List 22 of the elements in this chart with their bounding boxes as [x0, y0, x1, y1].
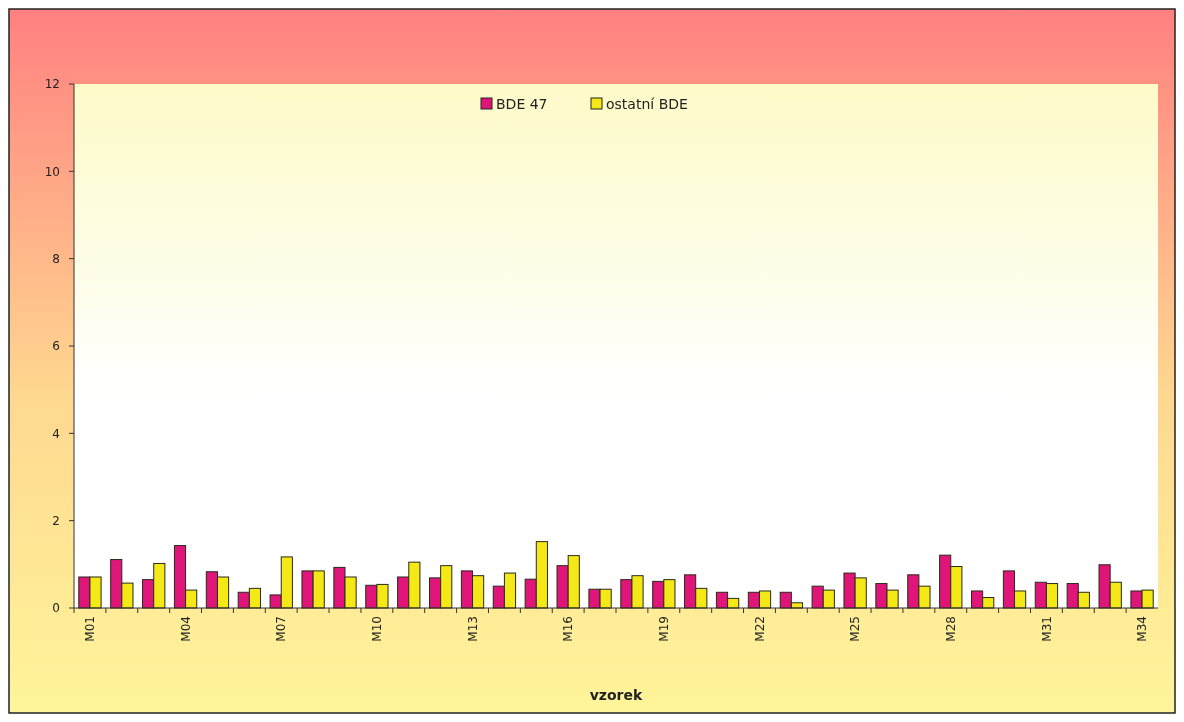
legend-label: BDE 47: [496, 95, 548, 112]
x-tick-label: M31: [1039, 616, 1054, 642]
legend-label: ostatní BDE: [606, 95, 688, 112]
x-tick-label: M04: [178, 616, 193, 642]
x-axis-title: vzorek: [589, 687, 643, 703]
y-tick-label: 0: [52, 601, 60, 616]
x-tick-label: M19: [657, 616, 672, 642]
x-tick-label: M28: [943, 616, 958, 642]
x-tick-label: M22: [752, 616, 767, 642]
y-tick-label: 6: [52, 339, 60, 354]
x-tick-label: M25: [848, 616, 863, 642]
x-tick-label: M16: [561, 616, 576, 642]
x-tick-label: M34: [1135, 616, 1150, 642]
x-tick-label: M01: [83, 616, 98, 642]
x-tick-label: M07: [274, 616, 289, 642]
y-tick-label: 12: [44, 77, 60, 92]
y-tick-label: 4: [52, 426, 60, 441]
y-tick-label: 8: [52, 251, 60, 266]
x-tick-label: M10: [370, 616, 385, 642]
y-tick-label: 10: [44, 164, 60, 179]
x-tick-label: M13: [465, 616, 480, 642]
y-tick-label: 2: [52, 513, 60, 528]
